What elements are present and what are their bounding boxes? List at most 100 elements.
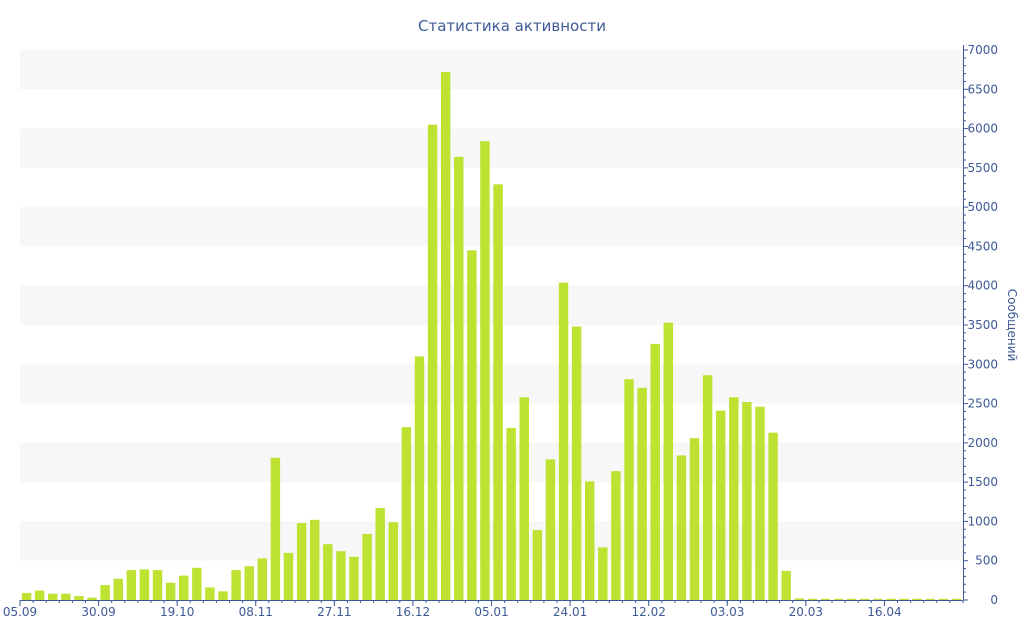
bar [545,459,556,600]
y-tick-label: 0 [990,593,998,607]
bar [742,402,752,600]
bar [34,590,45,600]
x-tick-label: 16.04 [867,605,901,619]
x-tick-label: 08.11 [239,605,273,619]
bar [729,397,739,600]
bar [61,593,71,600]
bar [113,578,123,600]
grid-band [20,128,963,168]
bar [755,406,765,600]
grid-band [20,442,963,483]
bar [375,508,385,600]
bar [454,156,464,600]
bar [257,558,268,600]
bar [336,551,346,600]
x-tick-label: 20.03 [789,605,823,619]
bar [126,570,137,600]
y-tick-label: 5000 [967,200,998,214]
grid-band [20,521,963,561]
bar [571,326,582,600]
x-tick-label: 19.10 [160,605,194,619]
bar [702,375,713,600]
bar [925,598,935,600]
bar [768,432,778,600]
y-tick-label: 2500 [967,397,998,411]
bar [912,598,922,600]
grid-band [20,285,963,325]
bar [585,481,595,600]
bar [676,455,687,600]
bar [624,379,634,600]
grid-band [20,50,963,90]
bar [611,471,621,600]
y-tick-label: 1000 [967,514,998,528]
bar [414,356,425,600]
x-tick-label: 12.02 [631,605,665,619]
bar [715,410,726,600]
y-tick-label: 6000 [967,122,998,136]
x-tick-label: 30.09 [81,605,115,619]
bar [938,598,949,600]
bar [87,597,97,600]
x-tick-label: 05.01 [474,605,508,619]
bar [440,72,451,600]
bar [349,556,359,600]
bar [309,519,320,600]
bar [218,591,228,600]
bar [781,570,791,600]
bar [794,598,804,600]
bar [519,397,529,600]
x-tick-label: 27.11 [317,605,351,619]
bar [846,598,857,600]
bar [558,282,569,600]
y-tick-label: 4000 [967,279,998,293]
x-axis-ticks: 05.09 30.09 19.10 08.11 27.11 16.12 05.01 24.01… [3,600,964,619]
x-tick-label: 16.12 [396,605,430,619]
y-tick-label: 3000 [967,357,998,371]
bar [532,530,543,600]
bar [205,587,215,600]
y-axis-ticks: 0 500 1000 1500 2000 2500 3000 3500 4000 4500 5000… [963,43,998,607]
bar [100,585,110,600]
bar [192,567,202,600]
chart-title: Статистика активности [418,17,606,35]
bar [598,547,608,600]
bar [873,598,883,600]
bar [270,457,281,600]
y-axis-label: Сообщений [1005,289,1019,362]
bar [663,322,674,600]
bar [296,523,307,600]
y-tick-label: 500 [975,554,998,568]
bar [48,593,58,600]
bar [637,387,647,600]
bar [833,598,844,600]
bar [323,544,333,600]
bar [165,582,176,600]
bar [427,124,438,601]
y-tick-label: 5500 [967,161,998,175]
bar [951,598,962,600]
bar [362,534,372,600]
bar [820,598,831,600]
x-tick-label: 03.03 [710,605,744,619]
bar [21,592,32,600]
bar [493,184,503,600]
bar [886,598,896,600]
x-tick-label: 24.01 [553,605,587,619]
bar [807,598,818,600]
bar [152,570,163,600]
bar [74,596,84,600]
bar [650,343,660,600]
bar [899,598,909,600]
bar [231,570,241,600]
bar [506,427,516,600]
bars [21,72,962,601]
bar [283,552,294,600]
bar [401,427,412,600]
bar [388,522,398,600]
bar [689,438,700,600]
y-tick-label: 1500 [967,475,998,489]
y-tick-label: 3500 [967,318,998,332]
bar [467,250,477,600]
grid-bands [20,50,963,561]
